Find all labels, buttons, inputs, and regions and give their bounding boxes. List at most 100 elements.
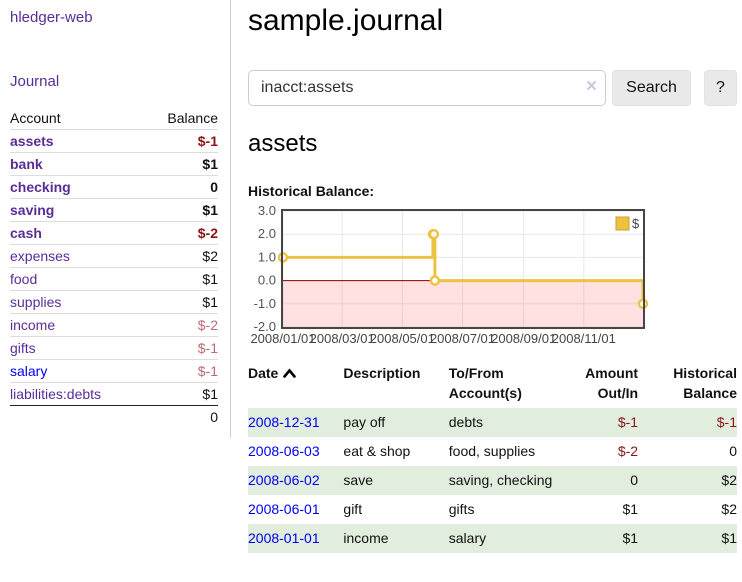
transaction-accounts: saving, checking bbox=[448, 471, 553, 488]
account-balance: 0 bbox=[143, 175, 218, 199]
transaction-date-link[interactable]: 2008-01-01 bbox=[248, 529, 320, 546]
sidebar-account-supplies[interactable]: supplies bbox=[10, 294, 62, 310]
account-name-cell: income bbox=[10, 313, 144, 337]
transactions-header-row: Date Description To/From Account(s) Amou… bbox=[248, 361, 737, 408]
legend-swatch bbox=[615, 216, 630, 231]
account-row: bank $1 bbox=[10, 152, 218, 176]
account-name-cell: expenses bbox=[10, 244, 144, 268]
transaction-date-cell: 2008-01-01 bbox=[248, 524, 343, 553]
account-name-cell: saving bbox=[10, 198, 144, 222]
transaction-balance: $-1 bbox=[716, 413, 737, 430]
account-name-cell: food bbox=[10, 267, 144, 291]
sidebar-item-journal[interactable]: Journal bbox=[10, 73, 60, 90]
sidebar-account-gifts[interactable]: gifts bbox=[10, 340, 36, 356]
transaction-row: 2008-01-01 income salary $1 $1 bbox=[248, 523, 737, 553]
data-point-marker bbox=[428, 229, 440, 240]
account-name-cell: liabilities:debts bbox=[10, 383, 144, 406]
transaction-amount: $1 bbox=[622, 500, 639, 517]
app-title: hledger-web bbox=[10, 9, 218, 27]
account-page-title: assets bbox=[248, 130, 318, 157]
account-balance: $1 bbox=[143, 198, 218, 222]
account-balance: $2 bbox=[143, 244, 218, 268]
column-header-accounts: To/From Account(s) bbox=[448, 365, 522, 402]
transaction-date-cell: 2008-12-31 bbox=[248, 408, 343, 437]
sidebar: hledger-web Journal Account Balance asse… bbox=[0, 0, 231, 438]
transaction-date-cell: 2008-06-03 bbox=[248, 437, 343, 466]
accounts-header-account: Account bbox=[10, 107, 144, 130]
sidebar-account-liabilities-debts[interactable]: liabilities:debts bbox=[10, 386, 102, 402]
x-axis-tick-label: 2008/11/01 bbox=[552, 331, 616, 346]
transaction-row: 2008-06-02 save saving, checking 0 $2 bbox=[248, 465, 737, 495]
transaction-row: 2008-12-31 pay off debts $-1 $-1 bbox=[248, 407, 737, 437]
help-button[interactable]: ? bbox=[703, 70, 737, 106]
date-header-label: Date bbox=[248, 365, 279, 381]
main-content: sample.journal × Search ? assets Histori… bbox=[248, 0, 742, 553]
account-row: salary $-1 bbox=[10, 359, 218, 383]
balance-chart: $3.0 2.0 1.0 0.0 -1.0 -2.02008/01/012008/03/0… bbox=[250, 203, 649, 346]
account-row: supplies $1 bbox=[10, 290, 218, 314]
transaction-row: 2008-06-03 eat & shop food, supplies $-2 0 bbox=[248, 437, 737, 466]
account-name-cell: gifts bbox=[10, 336, 144, 360]
x-axis-tick-label: 2008/07/01 bbox=[430, 331, 495, 346]
search-box: × bbox=[248, 70, 607, 106]
app-title-link[interactable]: hledger-web bbox=[10, 9, 93, 26]
sidebar-account-assets[interactable]: assets bbox=[10, 133, 54, 149]
x-axis-tick-label: 2008/09/01 bbox=[491, 331, 556, 346]
account-balance: $-1 bbox=[143, 359, 218, 383]
sidebar-account-cash[interactable]: cash bbox=[10, 225, 42, 241]
transaction-balance: $2 bbox=[721, 500, 737, 517]
transaction-date-link[interactable]: 2008-12-31 bbox=[248, 413, 320, 430]
transactions-table-body: 2008-12-31 pay off debts $-1 $-1 2008-06-03 ea… bbox=[248, 407, 737, 553]
accounts-table-header: Account Balance bbox=[10, 107, 218, 130]
accounts-total-spacer bbox=[10, 405, 144, 428]
legend-label: $ bbox=[632, 216, 640, 231]
column-header-balance: Historical Balance bbox=[673, 365, 737, 402]
account-row: saving $1 bbox=[10, 198, 218, 222]
account-name-cell: salary bbox=[10, 359, 144, 383]
account-balance: $1 bbox=[202, 386, 218, 402]
search-input[interactable] bbox=[248, 70, 607, 106]
y-axis-tick-label: 2.0 bbox=[258, 226, 276, 241]
sidebar-account-salary[interactable]: salary bbox=[10, 363, 48, 379]
transaction-accounts: salary bbox=[448, 529, 487, 546]
accounts-header-balance: Balance bbox=[143, 107, 218, 130]
account-balance: $1 bbox=[143, 152, 218, 176]
accounts-table: Account Balance assets $-1 bank $1 checking 0… bbox=[10, 107, 218, 428]
negative-region bbox=[283, 280, 643, 327]
page-title: sample.journal bbox=[248, 4, 444, 37]
sidebar-account-food[interactable]: food bbox=[10, 271, 38, 287]
transaction-date-link[interactable]: 2008-06-02 bbox=[248, 471, 320, 488]
sidebar-account-bank[interactable]: bank bbox=[10, 156, 43, 172]
account-balance: $-1 bbox=[143, 336, 218, 360]
x-axis-tick-label: 2008/01/01 bbox=[250, 331, 315, 346]
sidebar-account-saving[interactable]: saving bbox=[10, 202, 55, 218]
search-form: × Search ? bbox=[248, 70, 737, 106]
sidebar-account-checking[interactable]: checking bbox=[10, 179, 71, 195]
sidebar-account-income[interactable]: income bbox=[10, 317, 56, 333]
transaction-amount: $-1 bbox=[617, 413, 639, 430]
transaction-balance: 0 bbox=[729, 442, 737, 459]
account-name-cell: cash bbox=[10, 221, 144, 245]
account-name-cell: bank bbox=[10, 152, 144, 176]
transactions-table: Date Description To/From Account(s) Amou… bbox=[248, 361, 737, 553]
account-row: expenses $2 bbox=[10, 244, 218, 268]
transaction-date-link[interactable]: 2008-06-01 bbox=[248, 500, 320, 517]
search-button[interactable]: Search bbox=[612, 70, 691, 106]
column-header-date[interactable]: Date bbox=[248, 361, 343, 408]
account-row: food $1 bbox=[10, 267, 218, 291]
column-header-description: Description bbox=[343, 365, 421, 381]
account-name-cell: supplies bbox=[10, 290, 144, 314]
account-row: gifts $-1 bbox=[10, 336, 218, 360]
transaction-accounts: food, supplies bbox=[448, 442, 536, 459]
transaction-date-link[interactable]: 2008-06-03 bbox=[248, 442, 320, 459]
transaction-accounts: debts bbox=[448, 413, 484, 430]
account-balance: $1 bbox=[143, 267, 218, 291]
column-header-amount: Amount Out/In bbox=[585, 365, 639, 402]
clear-search-icon[interactable]: × bbox=[586, 76, 598, 97]
y-axis-tick-label: 1.0 bbox=[258, 249, 276, 264]
y-axis-tick-label: -1.0 bbox=[254, 296, 276, 311]
transaction-amount: 0 bbox=[630, 471, 639, 488]
chart-label: Historical Balance: bbox=[248, 183, 375, 199]
sidebar-account-expenses[interactable]: expenses bbox=[10, 248, 70, 264]
account-name-cell: assets bbox=[10, 129, 144, 153]
